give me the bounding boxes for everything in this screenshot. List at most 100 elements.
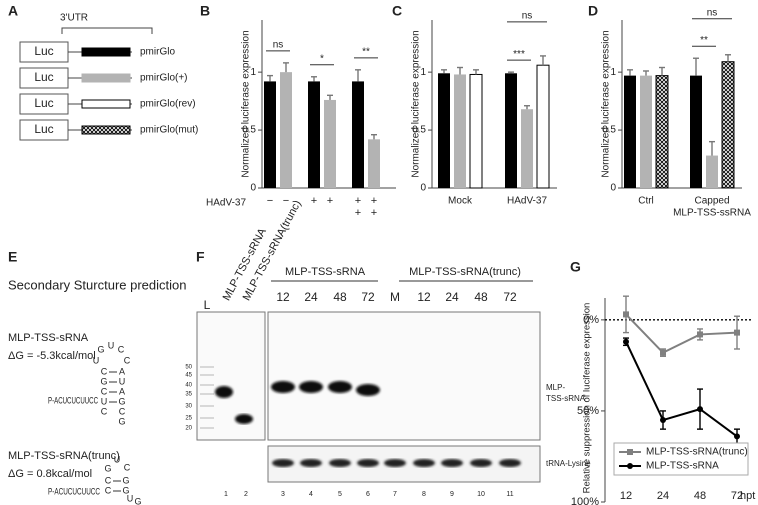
utr-insert — [81, 125, 131, 135]
marker — [734, 433, 740, 440]
legend-label: MLP-TSS-sRNA — [646, 461, 719, 472]
panel-label: F — [196, 249, 205, 265]
ladder-size: 30 — [185, 404, 192, 410]
nucleotide: A — [119, 366, 125, 376]
bar — [454, 74, 466, 188]
lane-number: 7 — [393, 491, 397, 498]
ladder-size: 25 — [185, 416, 192, 422]
y-tick-label: 50% — [577, 405, 599, 417]
lane-label: 48 — [474, 290, 488, 304]
bar — [308, 81, 320, 188]
nucleotide: U — [93, 355, 100, 365]
lane-number: 2 — [244, 491, 248, 498]
trna-band — [441, 459, 463, 467]
nucleotide: A — [119, 386, 125, 396]
utr-insert — [81, 73, 131, 83]
bar — [536, 64, 550, 189]
marker — [623, 338, 629, 345]
y-axis-label: Normalized luciferase expression — [411, 30, 422, 177]
legend-marker — [627, 449, 633, 455]
construct-name: pmirGlo(+) — [140, 73, 188, 84]
band — [356, 384, 380, 396]
marker — [734, 329, 740, 336]
y-tick-label: 1 — [420, 67, 426, 78]
x-tick-label: Capped — [694, 196, 729, 207]
significance-label: ns — [273, 40, 284, 51]
nucleotide: C — [118, 344, 125, 354]
y-tick-label: 0.5 — [412, 125, 426, 136]
y-axis-label: Normalized luciferase expression — [241, 30, 252, 177]
nucleotide: G — [122, 475, 129, 485]
series-line — [625, 313, 738, 354]
significance-label: *** — [513, 49, 525, 60]
bar — [368, 139, 380, 188]
ladder-size: 45 — [185, 373, 192, 379]
trna-band — [300, 459, 322, 467]
lane-number: 10 — [477, 491, 485, 498]
x-axis-label: hpt — [740, 490, 755, 502]
bar — [438, 73, 450, 188]
trna-band — [384, 459, 406, 467]
panel-label: G — [570, 259, 581, 275]
lane-number: 1 — [224, 491, 228, 498]
trna-band — [470, 459, 492, 467]
y-tick-label: 0 — [420, 183, 426, 194]
bar — [521, 109, 533, 188]
construct-name: pmirGlo — [140, 47, 175, 58]
band-label: tRNA-Lysine — [546, 459, 591, 468]
trna-band — [329, 459, 351, 467]
significance-label: * — [320, 53, 324, 64]
marker — [623, 311, 629, 318]
nucleotide: U — [108, 340, 115, 350]
ladder-size: 40 — [185, 383, 192, 389]
nucleotide: C — [124, 462, 131, 472]
nucleotide: U — [101, 396, 108, 406]
legend-marker — [627, 463, 633, 469]
band-label: TSS-sRNA — [546, 394, 586, 403]
x-tick-label: 48 — [694, 490, 706, 502]
x-tick-label: HAdV-37 — [507, 196, 547, 207]
x-tick-label: MLP-TSS-ssRNA — [673, 208, 751, 219]
rna-tail: P-ACUCUCUUCC — [48, 486, 100, 496]
bar — [505, 73, 517, 188]
nucleotide: G — [100, 376, 107, 386]
free-energy: ΔG = -5.3kcal/mol — [8, 350, 96, 362]
band-label: MLP- — [546, 383, 565, 392]
band — [328, 381, 352, 393]
x-tick-label: Ctrl — [638, 196, 654, 207]
series-line — [625, 341, 738, 438]
nucleotide: C — [101, 406, 108, 416]
nucleotide: C — [101, 386, 108, 396]
utr-header: 3'UTR — [60, 13, 88, 24]
lane-label: 48 — [333, 290, 347, 304]
panel-label: B — [200, 3, 210, 19]
rna-tail: P-ACUCUCUUCC — [48, 395, 98, 405]
treatment-sign: + — [355, 195, 361, 207]
group-label: MLP-TSS-sRNA(trunc) — [409, 266, 521, 278]
trna-band — [413, 459, 435, 467]
lane-label: 12 — [276, 290, 290, 304]
nucleotide: G — [97, 344, 104, 354]
legend-box — [613, 442, 749, 476]
treatment-sign: − — [267, 195, 273, 207]
y-tick-label: 100% — [571, 496, 599, 505]
x-axis-label: HAdV-37 — [206, 198, 246, 209]
nucleotide: C — [105, 475, 112, 485]
significance-label: ** — [362, 46, 370, 57]
band — [271, 381, 295, 393]
y-tick-label: 0.5 — [242, 125, 256, 136]
band — [215, 386, 233, 398]
gel-main — [267, 311, 541, 441]
y-tick-label: 0.5 — [602, 125, 616, 136]
bar — [469, 73, 483, 189]
nucleotide: G — [122, 485, 129, 495]
marker — [697, 331, 703, 338]
nucleotide: C — [119, 406, 126, 416]
treatment-sign: + — [311, 195, 317, 207]
band — [235, 414, 253, 424]
y-tick-label: 0% — [583, 314, 599, 326]
rna-name: MLP-TSS-sRNA(trunc) — [8, 450, 120, 462]
reporter-label: Luc — [34, 44, 53, 58]
lane-number: 9 — [450, 491, 454, 498]
lane-label: 72 — [503, 290, 517, 304]
